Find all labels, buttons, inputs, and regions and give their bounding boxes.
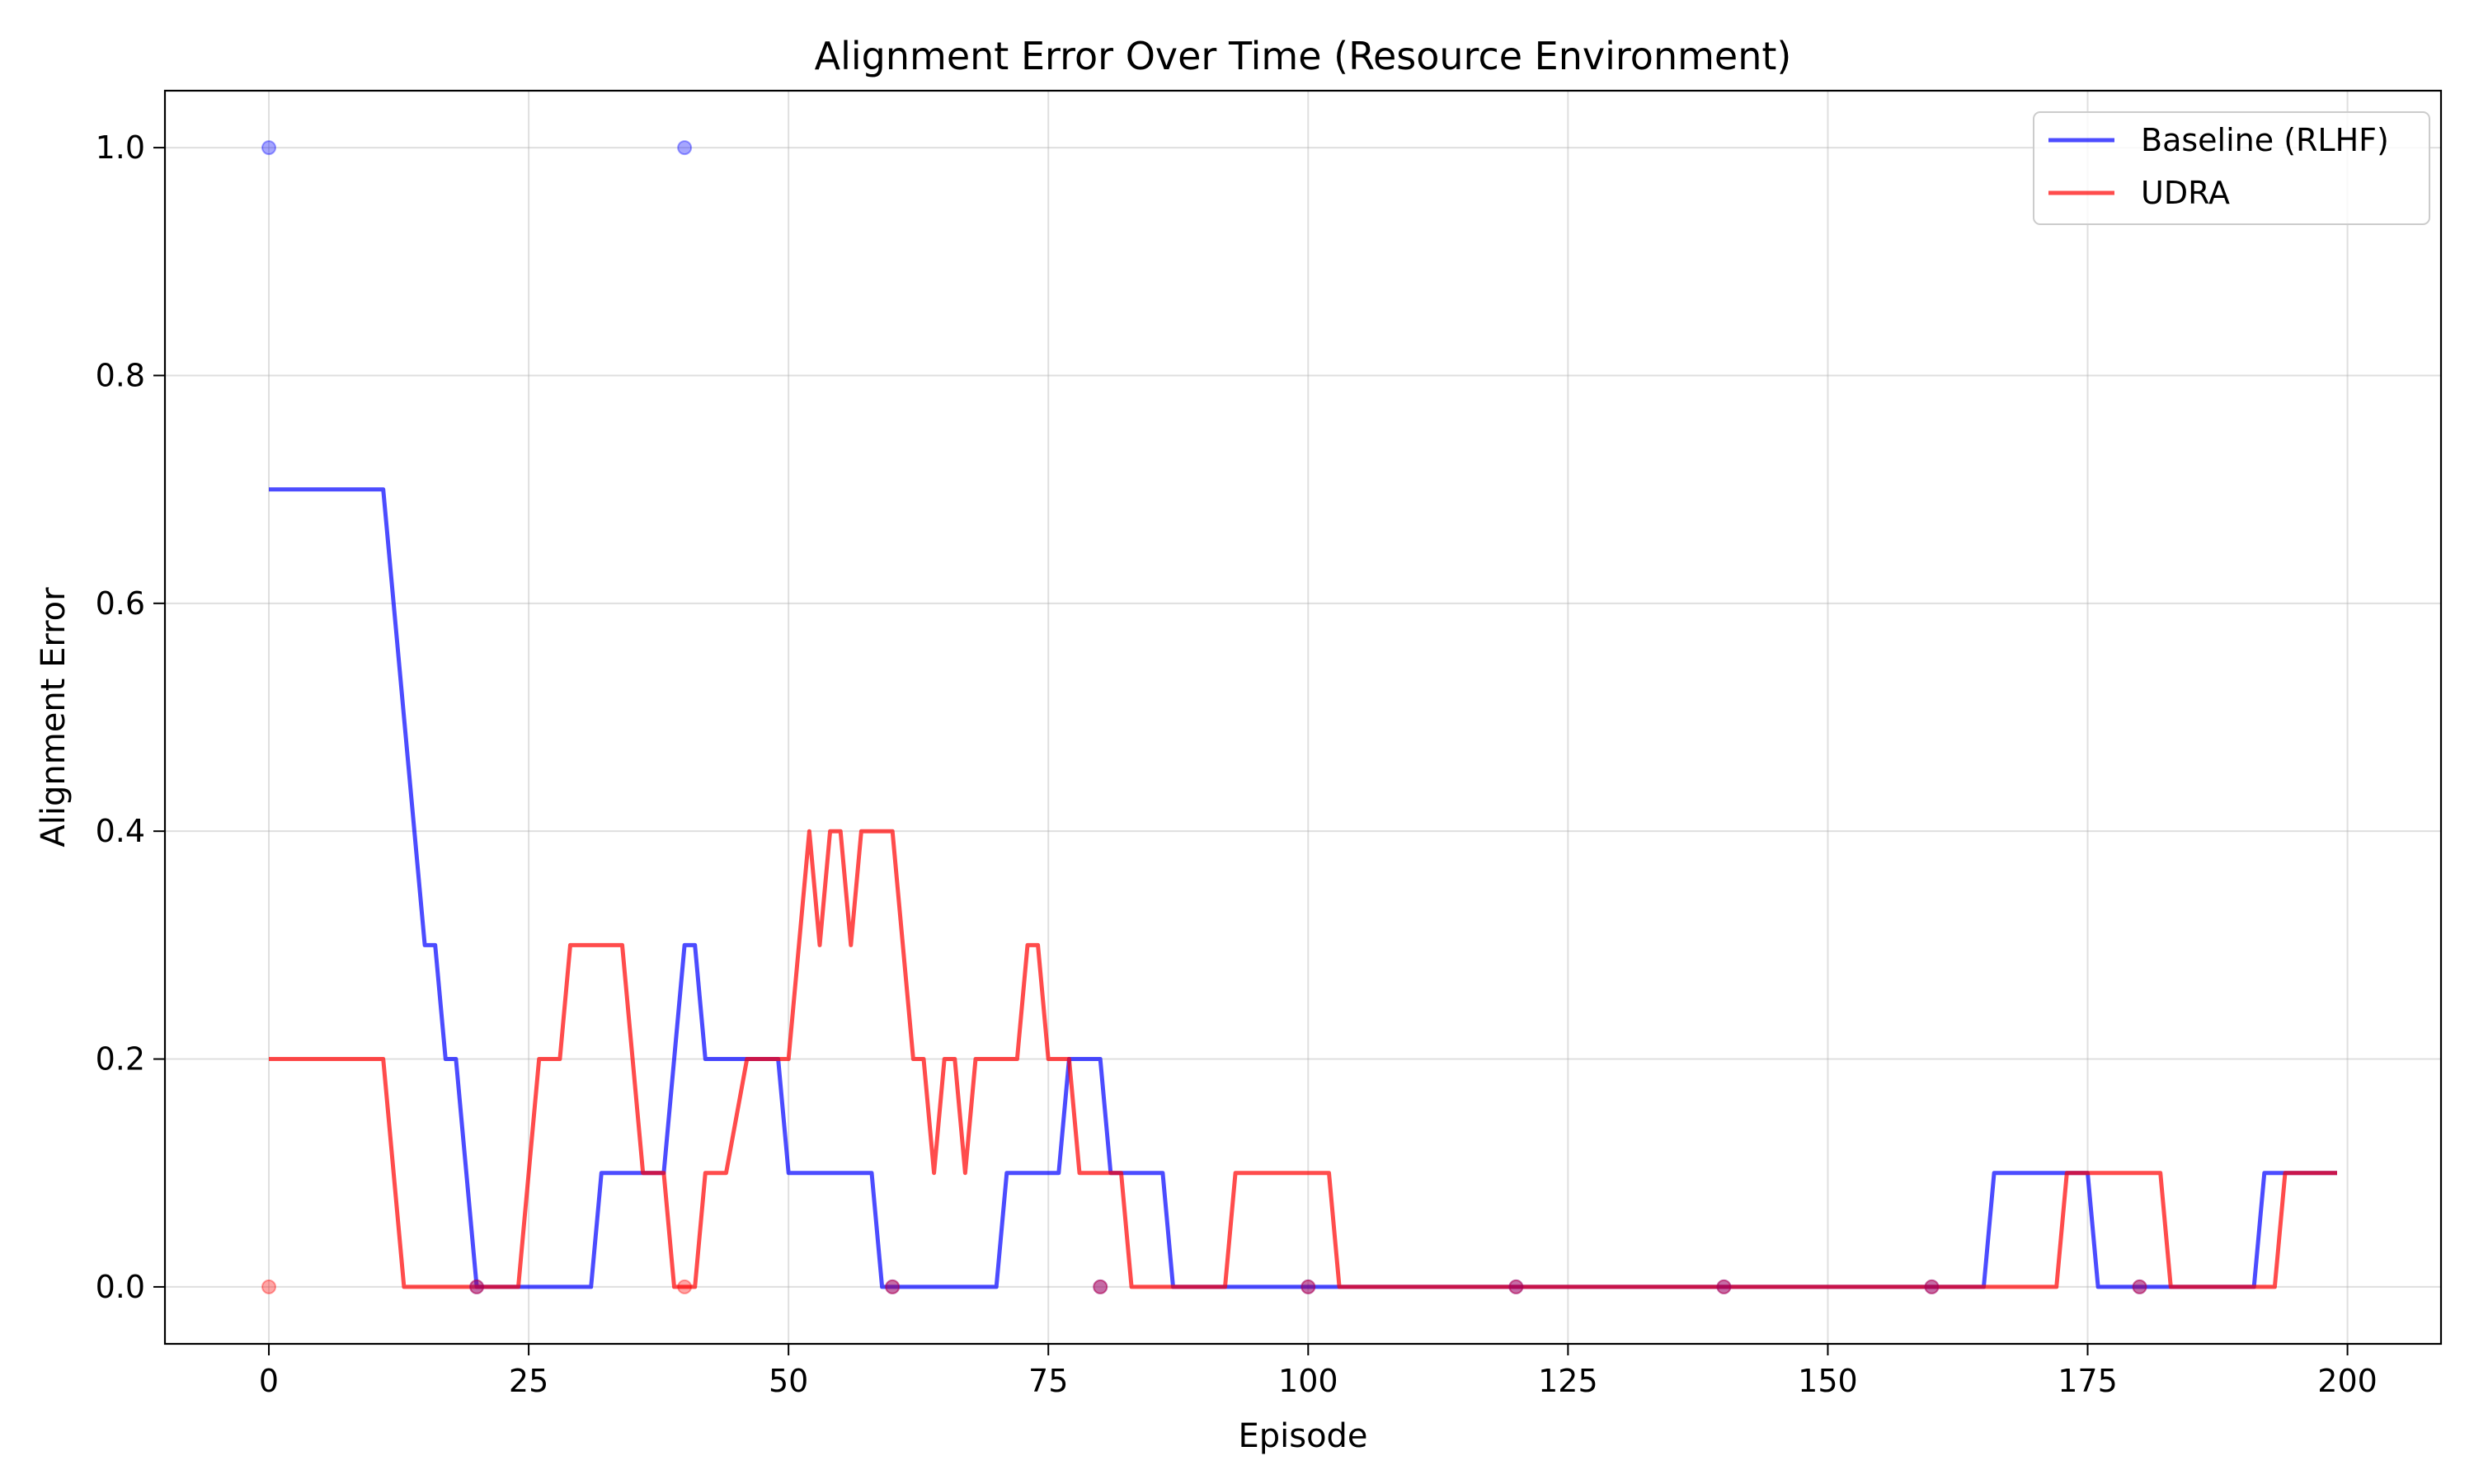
point-baseline-rlhf bbox=[261, 140, 277, 156]
point-udra bbox=[677, 1279, 693, 1294]
x-tick-label: 125 bbox=[1538, 1363, 1598, 1399]
y-tick-label: 0.6 bbox=[96, 585, 145, 622]
series-line-baseline-rlhf bbox=[269, 487, 2337, 1289]
y-axis-label: Alignment Error bbox=[35, 587, 73, 848]
x-tick-label: 75 bbox=[1028, 1363, 1068, 1399]
y-tick-label: 0.8 bbox=[96, 357, 145, 393]
x-tick-label: 175 bbox=[2058, 1363, 2118, 1399]
point-baseline-rlhf bbox=[1300, 1279, 1316, 1294]
x-tick-label: 50 bbox=[769, 1363, 808, 1399]
point-baseline-rlhf bbox=[885, 1279, 901, 1294]
point-udra bbox=[469, 1279, 485, 1294]
point-udra bbox=[1093, 1279, 1108, 1294]
chart-title: Alignment Error Over Time (Resource Envi… bbox=[815, 34, 1792, 78]
series-line-udra bbox=[269, 829, 2337, 1289]
y-tick-label: 0.0 bbox=[96, 1269, 145, 1305]
legend-box bbox=[2033, 111, 2430, 225]
legend-label: Baseline (RLHF) bbox=[2141, 122, 2389, 158]
axes: 0 25 50 75 100 125 150 175 200 0.0 0.2 0.4 0.6 0.8 1.0 bbox=[96, 129, 2378, 1399]
point-baseline-rlhf bbox=[1508, 1279, 1524, 1294]
x-tick-label: 25 bbox=[509, 1363, 548, 1399]
x-tick-label: 100 bbox=[1278, 1363, 1338, 1399]
y-tick-label: 0.4 bbox=[96, 813, 145, 849]
point-udra bbox=[2132, 1279, 2147, 1294]
series-layer bbox=[261, 140, 2337, 1294]
y-tick-label: 0.2 bbox=[96, 1041, 145, 1078]
legend: Baseline (RLHF) UDRA bbox=[2033, 111, 2430, 225]
point-baseline-rlhf bbox=[1924, 1279, 1940, 1294]
x-axis-label: Episode bbox=[1238, 1417, 1367, 1455]
point-udra bbox=[1716, 1279, 1732, 1294]
point-udra bbox=[885, 1279, 901, 1294]
point-baseline-rlhf bbox=[1716, 1279, 1732, 1294]
point-udra bbox=[261, 1279, 277, 1294]
point-baseline-rlhf bbox=[1093, 1279, 1108, 1294]
x-tick-label: 0 bbox=[259, 1363, 279, 1399]
point-udra bbox=[1508, 1279, 1524, 1294]
y-tick-label: 1.0 bbox=[96, 129, 145, 166]
x-tick-label: 150 bbox=[1798, 1363, 1858, 1399]
plot-frame bbox=[163, 89, 2443, 1345]
point-baseline-rlhf bbox=[677, 140, 693, 156]
x-tick-label: 200 bbox=[2317, 1363, 2378, 1399]
point-baseline-rlhf bbox=[2132, 1279, 2147, 1294]
point-baseline-rlhf bbox=[469, 1279, 485, 1294]
point-udra bbox=[1924, 1279, 1940, 1294]
legend-label: UDRA bbox=[2141, 175, 2230, 211]
point-udra bbox=[1300, 1279, 1316, 1294]
